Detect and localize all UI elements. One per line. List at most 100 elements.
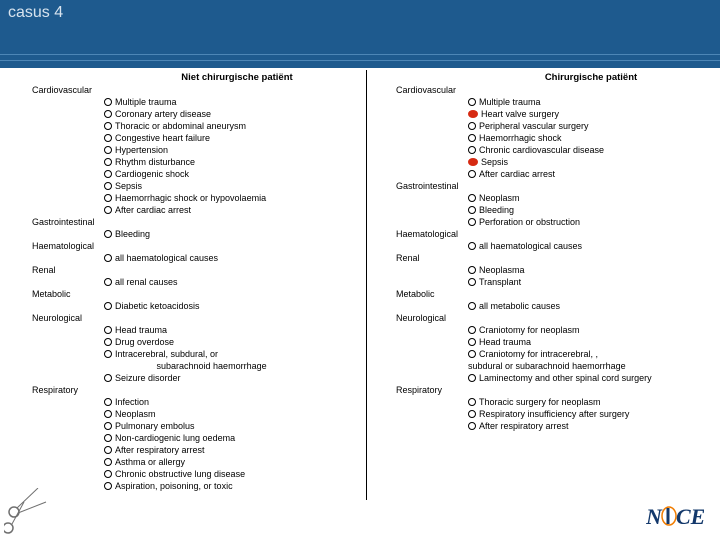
svg-text:CE: CE: [676, 504, 704, 529]
bullet-open-icon: [104, 374, 112, 382]
list-item-text: Coronary artery disease: [115, 109, 211, 119]
category-items: all haematological causes: [32, 252, 362, 264]
category-items: Thoracic surgery for neoplasmRespiratory…: [396, 396, 706, 432]
list-item: Hypertension: [104, 144, 362, 156]
bullet-open-icon: [468, 278, 476, 286]
category-name: Haematological: [396, 228, 706, 240]
list-item: Head trauma: [104, 324, 362, 336]
list-item-text: Congestive heart failure: [115, 133, 210, 143]
list-item: Pulmonary embolus: [104, 420, 362, 432]
header-rule-1: [0, 54, 720, 55]
list-item-text: Heart valve surgery: [481, 109, 559, 119]
right-column: Chirurgische patiëntCardiovascularMultip…: [396, 72, 706, 432]
bullet-open-icon: [468, 194, 476, 202]
list-item: Chronic obstructive lung disease: [104, 468, 362, 480]
list-item: After cardiac arrest: [104, 204, 362, 216]
list-item-text: Sepsis: [115, 181, 142, 191]
list-item-text: all haematological causes: [115, 253, 218, 263]
bullet-open-icon: [104, 98, 112, 106]
list-item: subdural or subarachnoid haemorrhage: [468, 360, 706, 372]
list-item-text: Haemorrhagic shock: [479, 133, 562, 143]
list-item: Thoracic surgery for neoplasm: [468, 396, 706, 408]
list-item: Non-cardiogenic lung oedema: [104, 432, 362, 444]
list-item: all haematological causes: [104, 252, 362, 264]
category-name: Metabolic: [32, 288, 362, 300]
list-item-text: Neoplasma: [479, 265, 525, 275]
bullet-open-icon: [104, 446, 112, 454]
list-item: Neoplasm: [468, 192, 706, 204]
category-name: Gastrointestinal: [396, 180, 706, 192]
list-item-text: Diabetic ketoacidosis: [115, 301, 200, 311]
list-item-text: Multiple trauma: [479, 97, 541, 107]
list-item-text: Seizure disorder: [115, 373, 181, 383]
list-item: Neoplasm: [104, 408, 362, 420]
category-name: Neurological: [32, 312, 362, 324]
bullet-open-icon: [468, 374, 476, 382]
list-item: Craniotomy for intracerebral, ,: [468, 348, 706, 360]
bullet-open-icon: [468, 242, 476, 250]
list-item: Laminectomy and other spinal cord surger…: [468, 372, 706, 384]
list-item: Cardiogenic shock: [104, 168, 362, 180]
list-item: Perforation or obstruction: [468, 216, 706, 228]
list-item: subarachnoid haemorrhage: [104, 360, 362, 372]
bullet-open-icon: [104, 158, 112, 166]
list-item-text: Infection: [115, 397, 149, 407]
list-item-text: Sepsis: [481, 157, 508, 167]
list-item-text: After respiratory arrest: [115, 445, 205, 455]
category-name: Gastrointestinal: [32, 216, 362, 228]
list-item: Infection: [104, 396, 362, 408]
list-item-text: Laminectomy and other spinal cord surger…: [479, 373, 652, 383]
list-item: Thoracic or abdominal aneurysm: [104, 120, 362, 132]
bullet-red-icon: [468, 110, 478, 118]
bullet-open-icon: [468, 398, 476, 406]
category-items: NeoplasmBleeding Perforation or obstructi…: [396, 192, 706, 228]
header-rule-2: [0, 60, 720, 61]
bullet-open-icon: [468, 422, 476, 430]
list-item-text: Craniotomy for intracerebral, ,: [479, 349, 598, 359]
bullet-open-icon: [468, 122, 476, 130]
slide-header: casus 4: [0, 0, 720, 68]
bullet-open-icon: [468, 326, 476, 334]
bullet-open-icon: [104, 278, 112, 286]
list-item: Multiple trauma: [468, 96, 706, 108]
list-item-text: Aspiration, poisoning, or toxic: [115, 481, 233, 491]
list-item-text: Peripheral vascular surgery: [479, 121, 589, 131]
bullet-open-icon: [468, 410, 476, 418]
category-items: Neoplasma Transplant: [396, 264, 706, 288]
column-title: Chirurgische patiënt: [476, 72, 706, 84]
list-item: all haematological causes: [468, 240, 706, 252]
list-item: Congestive heart failure: [104, 132, 362, 144]
list-item: Head trauma: [468, 336, 706, 348]
list-item: Craniotomy for neoplasm: [468, 324, 706, 336]
category-name: Respiratory: [396, 384, 706, 396]
category-items: Bleeding: [32, 228, 362, 240]
list-item-text: Bleeding: [479, 205, 514, 215]
bullet-open-icon: [104, 254, 112, 262]
category-items: all metabolic causes: [396, 300, 706, 312]
list-item-text: Head trauma: [115, 325, 167, 335]
bullet-open-icon: [104, 146, 112, 154]
bullet-open-icon: [468, 98, 476, 106]
category-name: Respiratory: [32, 384, 362, 396]
bullet-open-icon: [468, 146, 476, 154]
bullet-open-icon: [468, 266, 476, 274]
corner-decoration: [4, 488, 52, 536]
bullet-open-icon: [468, 302, 476, 310]
bullet-open-icon: [104, 110, 112, 118]
list-item: Diabetic ketoacidosis: [104, 300, 362, 312]
bullet-open-icon: [104, 134, 112, 142]
category-items: Diabetic ketoacidosis: [32, 300, 362, 312]
list-item: Bleeding: [468, 204, 706, 216]
category-name: Renal: [396, 252, 706, 264]
list-item: Coronary artery disease: [104, 108, 362, 120]
bullet-open-icon: [468, 350, 476, 358]
category-items: all renal causes: [32, 276, 362, 288]
list-item-text: Multiple trauma: [115, 97, 177, 107]
bullet-open-icon: [104, 326, 112, 334]
list-item-text: Thoracic or abdominal aneurysm: [115, 121, 246, 131]
list-item-text: Transplant: [479, 277, 521, 287]
list-item: all renal causes: [104, 276, 362, 288]
bullet-open-icon: [104, 230, 112, 238]
category-name: Cardiovascular: [32, 84, 362, 96]
list-item-text: Perforation or obstruction: [479, 217, 580, 227]
